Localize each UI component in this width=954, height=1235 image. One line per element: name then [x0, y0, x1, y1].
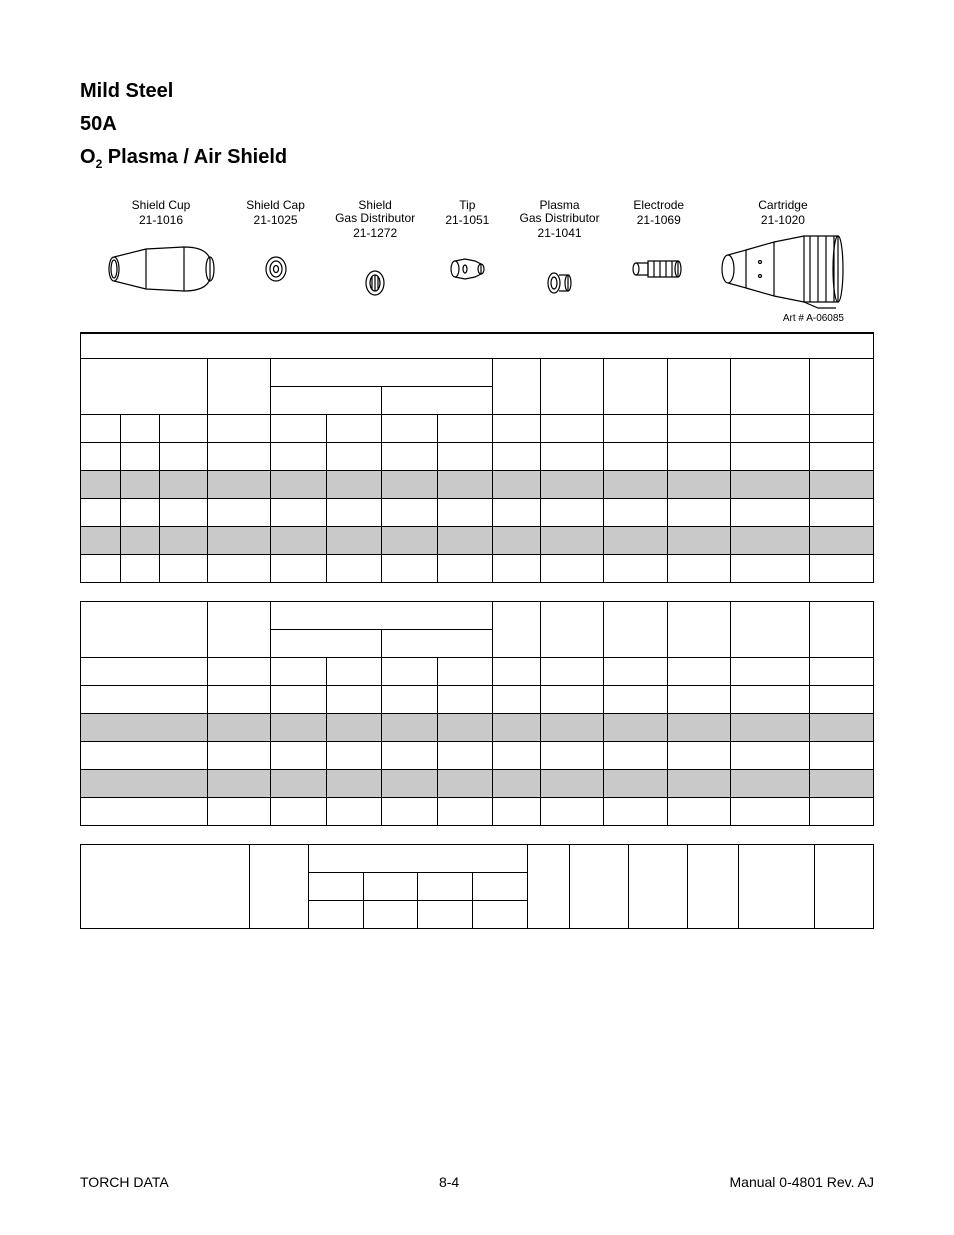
shield-gas-distributor-icon: [361, 249, 389, 317]
electrode-icon: [630, 235, 688, 303]
data-table-2: [80, 601, 874, 826]
table-header-row: [81, 602, 874, 630]
table-row: [81, 686, 874, 714]
table-header-row: [81, 845, 874, 873]
table-header-row: [81, 359, 874, 387]
table-row: [81, 658, 874, 686]
title-line-1: Mild Steel: [80, 80, 874, 103]
art-number: Art # A-06085: [80, 313, 874, 324]
table-row: [81, 555, 874, 583]
part-label: Tip: [459, 199, 475, 212]
part-shield-cap: Shield Cap 21-1025: [246, 199, 305, 303]
table-row: [81, 714, 874, 742]
part-number: 21-1041: [538, 227, 582, 240]
table-row: [81, 527, 874, 555]
part-number: 21-1069: [637, 214, 681, 227]
part-label: Shield Cup: [132, 199, 191, 212]
part-label: Cartridge: [758, 199, 807, 212]
part-tip: Tip 21-1051: [445, 199, 489, 303]
cartridge-icon: [718, 235, 848, 303]
page-footer: TORCH DATA 8-4 Manual 0-4801 Rev. AJ: [80, 1174, 874, 1190]
table-row: [81, 471, 874, 499]
table-row: [81, 770, 874, 798]
part-label: Electrode: [633, 199, 684, 212]
table-row: [81, 415, 874, 443]
table-header-row: [81, 333, 874, 359]
part-plasma-gas-distributor: PlasmaGas Distributor 21-1041: [520, 199, 600, 317]
data-table-1: [80, 332, 874, 584]
footer-center: 8-4: [439, 1174, 459, 1190]
data-table-3: [80, 844, 874, 929]
part-label: Shield Cap: [246, 199, 305, 212]
part-shield-cup: Shield Cup 21-1016: [106, 199, 216, 303]
page-titles: Mild Steel 50A O2 Plasma / Air Shield: [80, 80, 874, 171]
part-number: 21-1020: [761, 214, 805, 227]
part-electrode: Electrode 21-1069: [630, 199, 688, 303]
part-number: 21-1016: [139, 214, 183, 227]
page: Mild Steel 50A O2 Plasma / Air Shield Sh…: [0, 0, 954, 1235]
footer-right: Manual 0-4801 Rev. AJ: [730, 1174, 875, 1190]
title-line-3: O2 Plasma / Air Shield: [80, 146, 874, 171]
table-row: [81, 499, 874, 527]
footer-left: TORCH DATA: [80, 1174, 169, 1190]
shield-cap-icon: [261, 235, 291, 303]
part-number: 21-1051: [445, 214, 489, 227]
part-number: 21-1272: [353, 227, 397, 240]
tip-icon: [447, 235, 487, 303]
table-row: [81, 798, 874, 826]
title-line-2: 50A: [80, 113, 874, 136]
part-shield-gas-distributor: ShieldGas Distributor 21-1272: [335, 199, 415, 317]
part-label: PlasmaGas Distributor: [520, 199, 600, 225]
part-number: 21-1025: [254, 214, 298, 227]
table-row: [81, 742, 874, 770]
part-cartridge: Cartridge 21-1020: [718, 199, 848, 303]
shield-cup-icon: [106, 235, 216, 303]
part-label: ShieldGas Distributor: [335, 199, 415, 225]
table-row: [81, 443, 874, 471]
plasma-gas-distributor-icon: [544, 249, 576, 317]
parts-row: Shield Cup 21-1016 Shield Cap 21-1025: [80, 199, 874, 317]
